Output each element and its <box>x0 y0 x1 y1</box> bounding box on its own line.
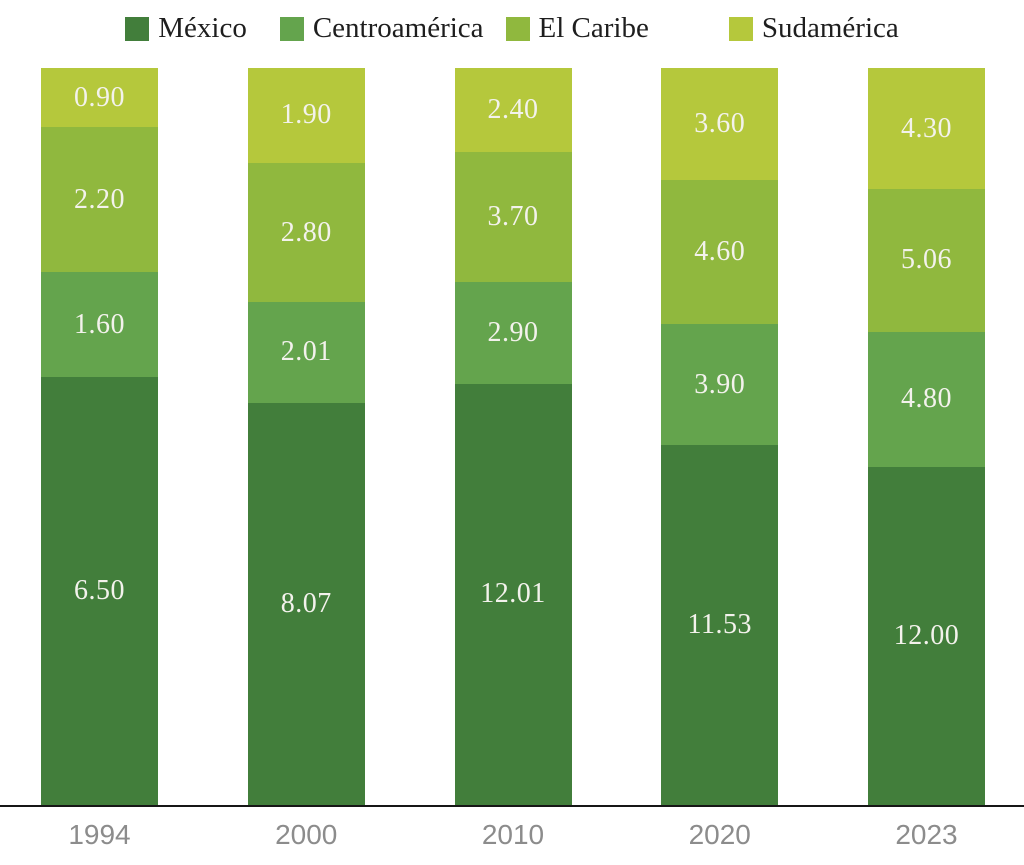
bar-2023: 4.30 5.06 4.80 12.00 <box>868 68 985 805</box>
segment-value-label: 2.80 <box>280 216 332 248</box>
bar-segment-sudamerica-2010: 2.40 <box>454 68 572 153</box>
segment-value-label: 1.90 <box>280 99 332 131</box>
legend-swatch-icon <box>125 16 150 41</box>
bar-2000: 1.90 2.80 2.01 8.07 <box>247 68 365 805</box>
legend-label: El Caribe <box>538 12 649 44</box>
bar-2010: 2.40 3.70 2.90 12.01 <box>454 68 572 805</box>
legend-item-centroamerica: Centroamérica <box>279 12 484 45</box>
bar-segment-sudamerica-1994: 0.90 <box>41 68 158 128</box>
segment-value-label: 11.53 <box>687 609 752 641</box>
bar-1994: 0.90 2.20 1.60 6.50 <box>41 68 158 805</box>
legend-label: Centroamérica <box>312 12 484 44</box>
bar-segment-sudamerica-2023: 4.30 <box>868 68 985 190</box>
segment-value-label: 2.20 <box>74 183 125 215</box>
segment-value-label: 3.70 <box>487 201 539 233</box>
legend-item-mexico: México <box>125 12 247 45</box>
bar-segment-el-caribe-2010: 3.70 <box>454 152 572 282</box>
legend-item-el-caribe: El Caribe <box>505 12 649 45</box>
segment-value-label: 3.60 <box>694 108 746 140</box>
bar-segment-el-caribe-2000: 2.80 <box>247 162 365 303</box>
segment-value-label: 1.60 <box>74 308 125 340</box>
segment-value-label: 6.50 <box>74 575 125 607</box>
bar-segment-mexico-1994: 6.50 <box>41 377 158 805</box>
bar-segment-centroamerica-2023: 4.80 <box>868 331 985 467</box>
legend: México Centroamérica El Caribe Sudamérica <box>0 0 1024 68</box>
x-axis-label-2000: 2000 <box>275 819 338 850</box>
bar-segment-mexico-2023: 12.00 <box>868 466 985 805</box>
x-axis-labels: 1994 2000 2010 2020 2023 <box>0 807 1024 851</box>
x-axis-label-2023: 2023 <box>895 819 958 850</box>
bar-segment-sudamerica-2000: 1.90 <box>247 68 365 163</box>
legend-swatch-icon <box>279 16 304 41</box>
x-axis-line <box>0 805 1024 807</box>
segment-value-label: 12.01 <box>480 578 546 610</box>
bar-segment-centroamerica-2020: 3.90 <box>661 323 779 446</box>
legend-swatch-icon <box>728 16 753 41</box>
bar-segment-sudamerica-2020: 3.60 <box>661 68 779 181</box>
segment-value-label: 0.90 <box>74 81 125 113</box>
segment-value-label: 12.00 <box>893 619 960 651</box>
x-axis-label-2020: 2020 <box>688 819 751 850</box>
segment-value-label: 2.40 <box>487 94 539 126</box>
bar-segment-centroamerica-1994: 1.60 <box>41 271 158 378</box>
bar-segment-el-caribe-1994: 2.20 <box>41 127 158 272</box>
segment-value-label: 3.90 <box>694 368 746 400</box>
bar-2020: 3.60 4.60 3.90 11.53 <box>661 68 779 805</box>
legend-label: México <box>158 12 247 44</box>
legend-swatch-icon <box>505 16 530 41</box>
bar-segment-mexico-2000: 8.07 <box>247 402 365 805</box>
bar-segment-el-caribe-2023: 5.06 <box>868 189 985 332</box>
bar-segment-centroamerica-2000: 2.01 <box>247 302 365 403</box>
segment-value-label: 8.07 <box>280 587 332 619</box>
segment-value-label: 4.60 <box>694 236 746 267</box>
segment-value-label: 2.90 <box>487 316 539 348</box>
bar-segment-centroamerica-2010: 2.90 <box>454 281 572 384</box>
segment-value-label: 4.80 <box>901 383 952 415</box>
plot-area: 0.90 2.20 1.60 6.50 1.90 2.80 2.01 8.07 2.40 3.70… <box>0 68 1024 805</box>
bar-segment-mexico-2020: 11.53 <box>661 445 779 805</box>
legend-item-sudamerica: Sudamérica <box>728 12 899 45</box>
bar-segment-mexico-2010: 12.01 <box>454 383 572 805</box>
segment-value-label: 2.01 <box>280 336 332 368</box>
segment-value-label: 5.06 <box>901 244 952 276</box>
x-axis-label-1994: 1994 <box>68 819 131 850</box>
x-axis-label-2010: 2010 <box>481 819 545 850</box>
segment-value-label: 4.30 <box>901 112 952 144</box>
legend-label: Sudamérica <box>761 12 899 44</box>
bar-segment-el-caribe-2020: 4.60 <box>661 180 779 324</box>
